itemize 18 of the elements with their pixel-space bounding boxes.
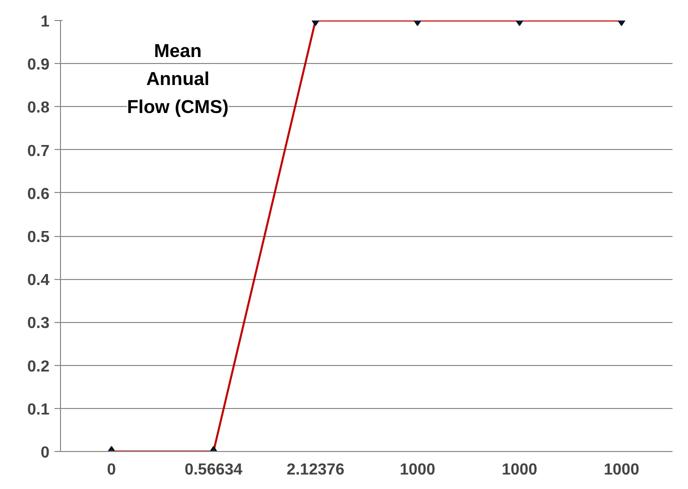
y-tick-label: 0.2 [27, 358, 50, 376]
x-tick-label: 1000 [502, 462, 538, 478]
y-tick-label: 0.9 [27, 56, 50, 74]
x-tick-label: 0.56634 [184, 462, 243, 478]
x-tick-label: 1000 [400, 462, 436, 478]
x-tick-label: 0 [107, 462, 116, 478]
annotation: Mean Annual Flow (CMS) [127, 40, 229, 118]
y-tick-label: 0 [40, 444, 50, 462]
y-tick-label: 1 [40, 14, 50, 30]
y-tick-label: 0.5 [27, 229, 50, 246]
y-tick-label: 0.6 [27, 186, 50, 203]
x-tick-label: 2.12376 [286, 462, 345, 478]
y-tick-label: 0.8 [27, 100, 50, 117]
x-tick-label: 1000 [604, 462, 640, 478]
y-tick-label: 0.4 [27, 272, 50, 290]
y-tick-label: 0.1 [27, 401, 50, 418]
y-tick-label: 0.3 [27, 315, 50, 332]
y-tick-label: 0.7 [27, 142, 50, 160]
